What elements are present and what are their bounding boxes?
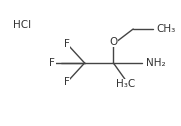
Text: H₃C: H₃C [116, 79, 136, 89]
Text: HCl: HCl [13, 20, 31, 30]
Text: NH₂: NH₂ [146, 58, 165, 68]
Text: F: F [64, 39, 70, 49]
Text: F: F [49, 58, 55, 68]
Text: O: O [109, 37, 117, 47]
Text: CH₃: CH₃ [157, 24, 176, 34]
Text: F: F [64, 77, 70, 87]
